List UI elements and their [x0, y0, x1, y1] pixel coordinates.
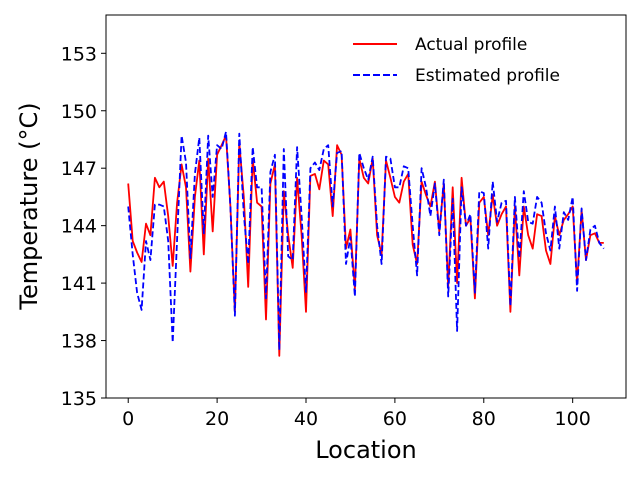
y-axis-label: Temperature (°C) — [15, 102, 43, 310]
y-tick-label: 141 — [61, 273, 97, 295]
y-tick-label: 153 — [61, 43, 97, 65]
y-tick-label: 144 — [61, 216, 97, 238]
x-tick-label: 20 — [205, 408, 229, 430]
x-tick-label: 60 — [383, 408, 407, 430]
legend-label-actual: Actual profile — [415, 35, 527, 55]
y-tick-label: 150 — [61, 101, 97, 123]
legend: Actual profile Estimated profile — [353, 35, 560, 86]
y-axis: 135 138 141 144 147 150 153 — [61, 43, 106, 410]
legend-label-estimated: Estimated profile — [415, 66, 560, 86]
series-estimated-line — [127, 130, 605, 352]
x-axis: 0 20 40 60 80 100 — [122, 398, 591, 430]
x-axis-label: Location — [315, 436, 417, 464]
x-tick-label: 80 — [472, 408, 496, 430]
y-tick-label: 135 — [61, 388, 97, 410]
series-actual-line — [127, 134, 604, 357]
plot-frame — [105, 14, 627, 399]
y-tick-label: 138 — [61, 331, 97, 353]
y-tick-label: 147 — [61, 158, 97, 180]
x-tick-label: 100 — [555, 408, 591, 430]
series-layer — [127, 130, 605, 357]
x-tick-label: 40 — [294, 408, 318, 430]
x-tick-label: 0 — [122, 408, 134, 430]
